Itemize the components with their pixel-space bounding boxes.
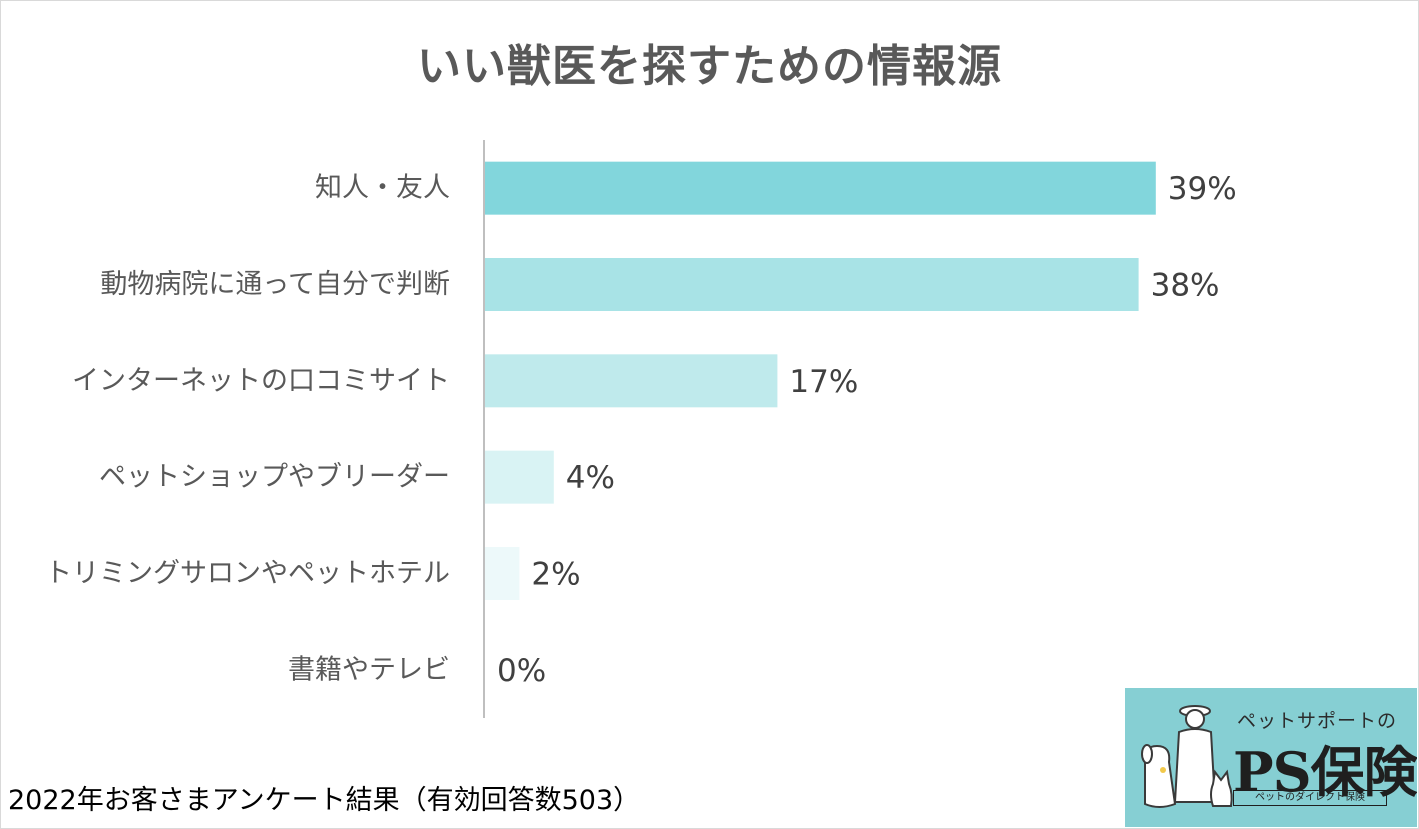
data-label: 38%: [1151, 268, 1220, 304]
ps-insurance-logo: ペットサポートの PS保険 ペットのダイレクト保険: [1125, 688, 1417, 827]
bar: [485, 547, 520, 600]
data-label: 4%: [566, 460, 615, 496]
data-label: 17%: [789, 364, 858, 400]
category-label: 書籍やテレビ: [288, 654, 450, 685]
data-label: 2%: [531, 557, 580, 593]
bar: [485, 450, 554, 504]
category-label: インターネットの口コミサイト: [72, 365, 450, 396]
bar: [485, 258, 1139, 311]
category-label: 知人・友人: [315, 173, 450, 204]
category-label: 動物病院に通って自分で判断: [100, 269, 450, 300]
pets-and-owner-icon: [1141, 705, 1233, 808]
survey-footnote: 2022年お客さまアンケート結果（有効回答数503）: [8, 785, 641, 816]
data-label: 39%: [1168, 171, 1237, 207]
data-label: 0%: [497, 653, 546, 689]
category-label: トリミングサロンやペットホテル: [45, 558, 450, 589]
bar: [485, 354, 778, 408]
logo-subtitle: ペットサポートの: [1237, 710, 1398, 732]
bar: [485, 161, 1156, 215]
chart-title: いい獣医を探すための情報源: [417, 41, 1002, 92]
logo-tagline: ペットのダイレクト保険: [1233, 790, 1387, 806]
category-label: ペットショップやブリーダー: [99, 462, 450, 493]
